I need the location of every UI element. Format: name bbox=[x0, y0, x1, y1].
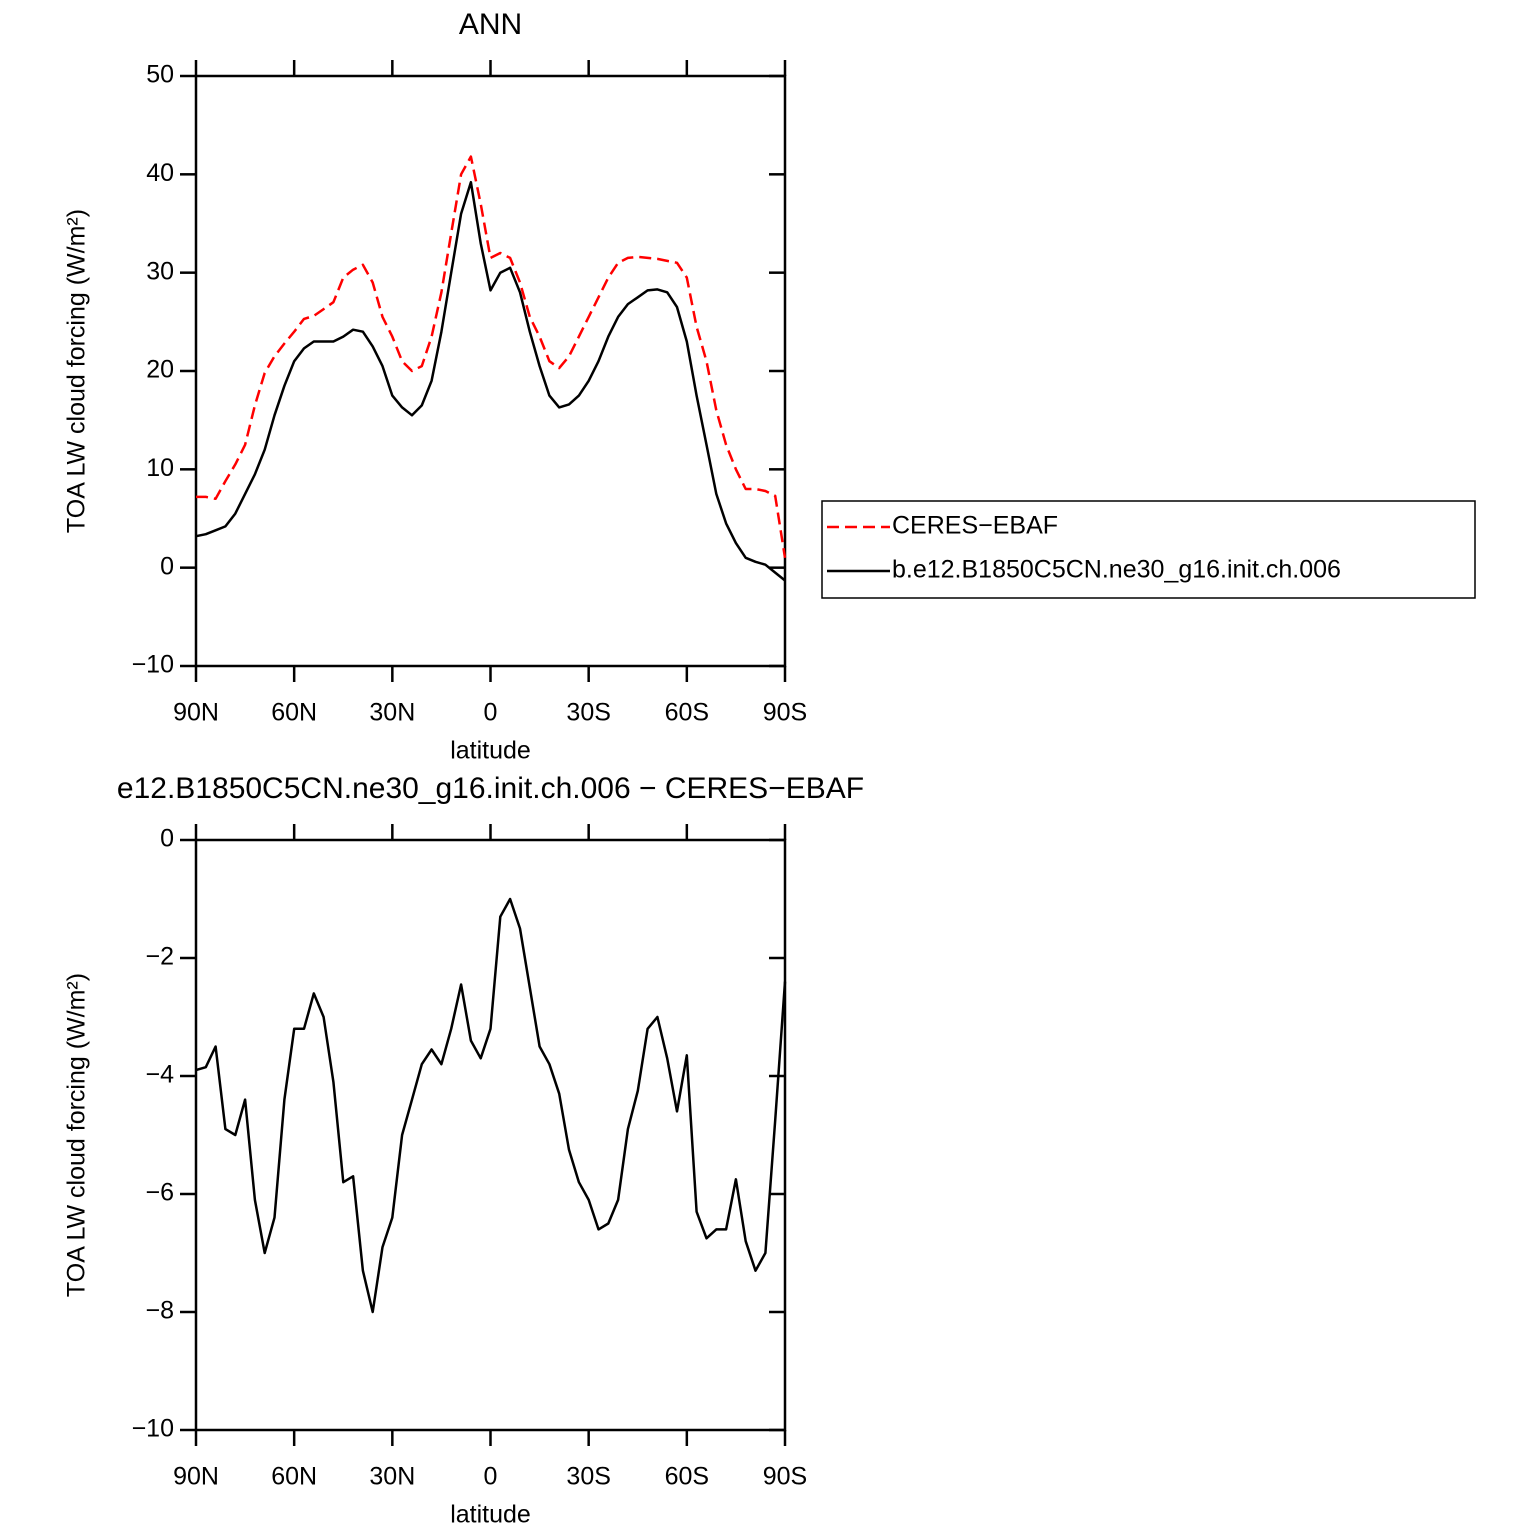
legend-label: b.e12.B1850C5CN.ne30_g16.init.ch.006 bbox=[892, 556, 1341, 584]
y-tick-label: −2 bbox=[145, 943, 174, 971]
data-line bbox=[195, 180, 786, 582]
y-axis-label: TOA LW cloud forcing (W/m²) bbox=[63, 209, 91, 533]
x-tick-label: 90S bbox=[763, 699, 807, 727]
x-tick-label: 60S bbox=[665, 1463, 709, 1491]
x-tick-label: 30N bbox=[369, 699, 415, 727]
legend: CERES−EBAF b.e12.B1850C5CN.ne30_g16.init.… bbox=[821, 500, 1476, 599]
x-axis-label: latitude bbox=[450, 737, 531, 765]
x-tick-label: 60N bbox=[271, 699, 317, 727]
y-tick-label: 20 bbox=[146, 356, 174, 384]
y-axis-label: TOA LW cloud forcing (W/m²) bbox=[63, 973, 91, 1297]
y-tick-label: −10 bbox=[132, 1415, 174, 1443]
x-tick-label: 0 bbox=[484, 1463, 498, 1491]
x-tick-label: 60N bbox=[271, 1463, 317, 1491]
plot-frame bbox=[194, 838, 787, 1432]
x-tick-label: 30N bbox=[369, 1463, 415, 1491]
y-tick-label: 10 bbox=[146, 454, 174, 482]
y-tick-label: 0 bbox=[160, 825, 174, 853]
chart-title: ANN bbox=[459, 8, 522, 41]
y-tick-label: 30 bbox=[146, 257, 174, 285]
x-tick-label: 30S bbox=[566, 699, 610, 727]
y-tick-label: −6 bbox=[145, 1179, 174, 1207]
y-tick-label: −10 bbox=[132, 651, 174, 679]
plot-frame bbox=[194, 74, 787, 668]
data-line bbox=[196, 155, 787, 558]
y-tick-label: −4 bbox=[145, 1061, 174, 1089]
chart-title: e12.B1850C5CN.ne30_g16.init.ch.006 − CER… bbox=[117, 772, 864, 805]
x-tick-label: 30S bbox=[566, 1463, 610, 1491]
legend-box bbox=[821, 500, 1476, 599]
x-axis-label: latitude bbox=[450, 1501, 531, 1529]
x-tick-label: 0 bbox=[484, 699, 498, 727]
y-tick-label: 40 bbox=[146, 159, 174, 187]
data-line bbox=[195, 897, 787, 1314]
legend-label: CERES−EBAF bbox=[892, 512, 1058, 540]
x-tick-label: 90S bbox=[763, 1463, 807, 1491]
x-tick-label: 90N bbox=[173, 1463, 219, 1491]
x-tick-label: 90N bbox=[173, 699, 219, 727]
y-tick-label: 50 bbox=[146, 61, 174, 89]
y-tick-label: −8 bbox=[145, 1297, 174, 1325]
y-tick-label: 0 bbox=[160, 552, 174, 580]
x-tick-label: 60S bbox=[665, 699, 709, 727]
